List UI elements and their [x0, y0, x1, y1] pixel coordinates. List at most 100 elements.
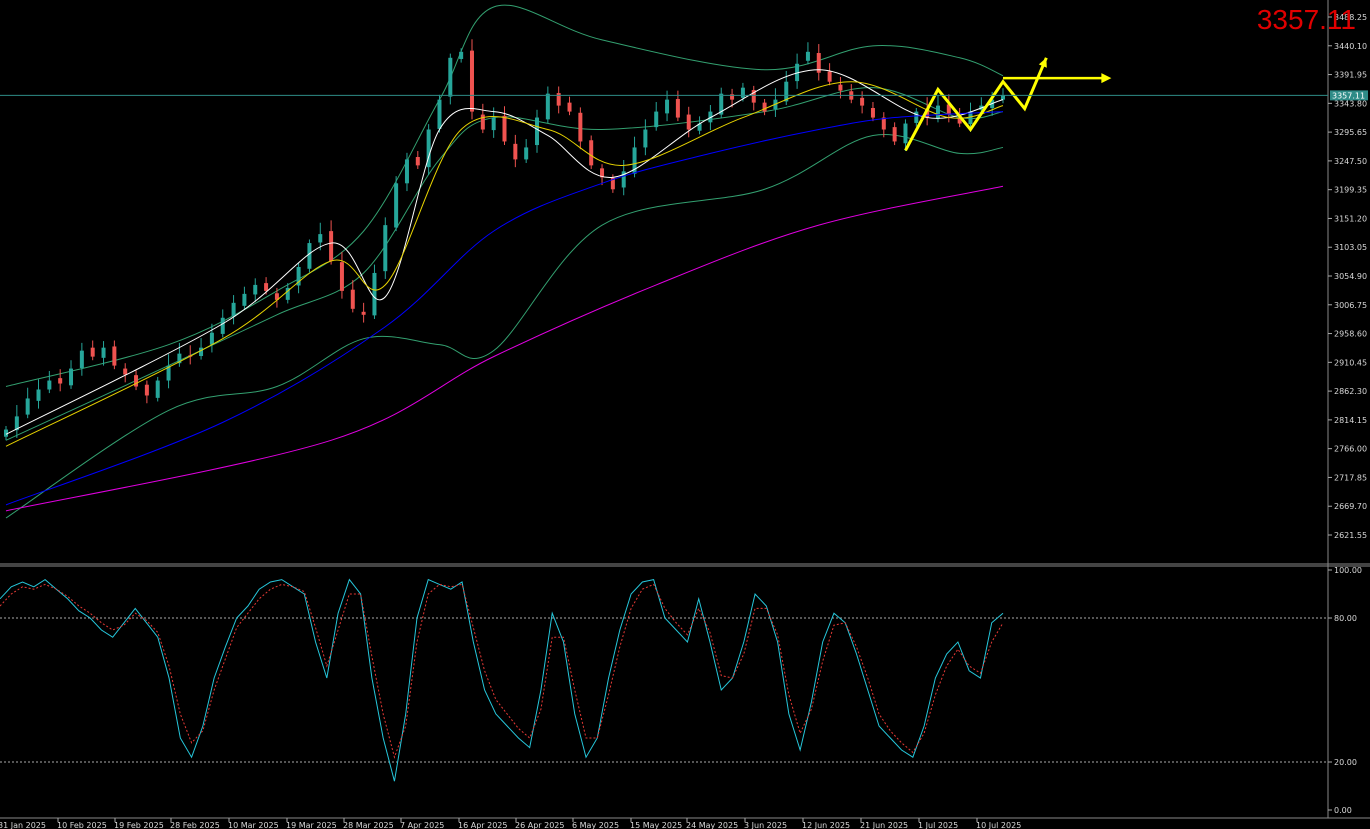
candle-body	[134, 375, 139, 387]
candle-body	[925, 108, 930, 118]
stoch-y-tick-label: 100.00	[1334, 566, 1362, 575]
candle-body	[123, 368, 128, 375]
candle-body	[795, 63, 800, 82]
candle-body	[25, 398, 30, 415]
candle-body	[199, 347, 204, 357]
x-tick-label: 19 Mar 2025	[286, 821, 337, 829]
candle-body	[383, 225, 388, 272]
candle-body	[600, 168, 605, 178]
candle-body	[404, 159, 409, 184]
candle-body	[285, 287, 290, 300]
ma-magenta-line	[5, 185, 1004, 512]
candle-body	[665, 99, 670, 114]
candle-body	[632, 147, 637, 174]
y-tick-label: 2814.15	[1334, 416, 1367, 425]
candle-body	[220, 317, 225, 334]
candle-body	[545, 93, 550, 120]
x-tick-label: 16 Apr 2025	[458, 821, 507, 829]
candle-body	[350, 289, 355, 309]
y-tick-label: 3247.50	[1334, 157, 1367, 166]
stoch-main-line	[0, 578, 1004, 782]
y-tick-label: 2862.30	[1334, 387, 1367, 396]
ma-yellow-line	[5, 81, 1004, 447]
candle-body	[144, 384, 149, 396]
candle-body	[155, 380, 160, 398]
candle-body	[459, 51, 464, 59]
candle-body	[166, 365, 171, 381]
candle-body	[805, 51, 810, 61]
candle-body	[112, 346, 117, 366]
candle-body	[437, 99, 442, 129]
candle-body	[675, 99, 680, 118]
candle-body	[730, 94, 735, 100]
current-price-tag-text: 3357.11	[1332, 91, 1365, 100]
candle-body	[740, 87, 745, 98]
bollinger-upper-line	[5, 4, 1004, 387]
candle-body	[762, 102, 767, 112]
candle-body	[318, 234, 323, 243]
current-price-label: 3357.11	[1256, 4, 1356, 35]
candle-body	[372, 272, 377, 316]
y-tick-label: 3199.35	[1334, 186, 1367, 195]
y-tick-label: 3103.05	[1334, 243, 1367, 252]
candle-body	[307, 243, 312, 269]
candle-body	[480, 114, 485, 130]
projection-zigzag	[904, 57, 1048, 152]
y-tick-label: 2766.00	[1334, 445, 1367, 454]
x-tick-label: 31 Jan 2025	[0, 821, 46, 829]
candle-body	[491, 117, 496, 131]
candle-body	[589, 140, 594, 166]
projection-arrowhead-right	[1101, 73, 1112, 84]
stoch-y-tick-label: 80.00	[1334, 614, 1357, 623]
y-tick-label: 3151.20	[1334, 214, 1367, 223]
candle-body	[1001, 95, 1005, 100]
x-tick-label: 24 May 2025	[686, 821, 738, 829]
candle-body	[870, 107, 875, 118]
x-tick-label: 28 Mar 2025	[343, 821, 394, 829]
candle-body	[914, 111, 919, 123]
candle-body	[860, 97, 865, 106]
candle-body	[296, 266, 301, 286]
candle-body	[751, 90, 756, 103]
candle-body	[58, 378, 63, 384]
ma-white-line	[5, 69, 1004, 435]
x-tick-label: 3 Jun 2025	[744, 821, 787, 829]
x-tick-label: 26 Apr 2025	[515, 821, 564, 829]
x-tick-label: 10 Jul 2025	[976, 821, 1021, 829]
y-tick-label: 2910.45	[1334, 358, 1367, 367]
y-tick-label: 2669.70	[1334, 502, 1367, 511]
candle-body	[209, 332, 214, 345]
candle-body	[502, 115, 507, 142]
candle-body	[394, 183, 399, 228]
stoch-y-tick-label: 20.00	[1334, 758, 1357, 767]
candle-body	[361, 311, 366, 315]
x-tick-label: 28 Feb 2025	[170, 821, 220, 829]
candle-body	[838, 84, 843, 91]
x-tick-label: 12 Jun 2025	[802, 821, 850, 829]
ma-blue-line	[5, 111, 1004, 506]
candle-body	[556, 93, 561, 106]
candle-body	[339, 262, 344, 291]
candle-body	[242, 293, 247, 306]
candle-body	[231, 302, 236, 317]
candle-body	[578, 112, 583, 142]
candle-body	[535, 117, 540, 146]
candle-body	[90, 347, 95, 357]
candle-body	[946, 104, 951, 115]
y-tick-label: 3488.25	[1334, 13, 1367, 22]
candle-body	[643, 129, 648, 148]
candle-body	[654, 111, 659, 128]
candle-body	[935, 105, 940, 119]
y-tick-label: 3343.80	[1334, 99, 1367, 108]
candle-body	[524, 147, 529, 160]
x-tick-label: 10 Feb 2025	[57, 821, 107, 829]
candle-body	[69, 368, 74, 386]
candle-body	[448, 57, 453, 97]
y-tick-label: 3006.75	[1334, 301, 1367, 310]
candle-body	[47, 380, 52, 390]
y-tick-label: 3440.10	[1334, 42, 1367, 51]
y-tick-label: 3391.95	[1334, 71, 1367, 80]
x-tick-label: 21 Jun 2025	[860, 821, 908, 829]
candle-body	[415, 157, 420, 166]
